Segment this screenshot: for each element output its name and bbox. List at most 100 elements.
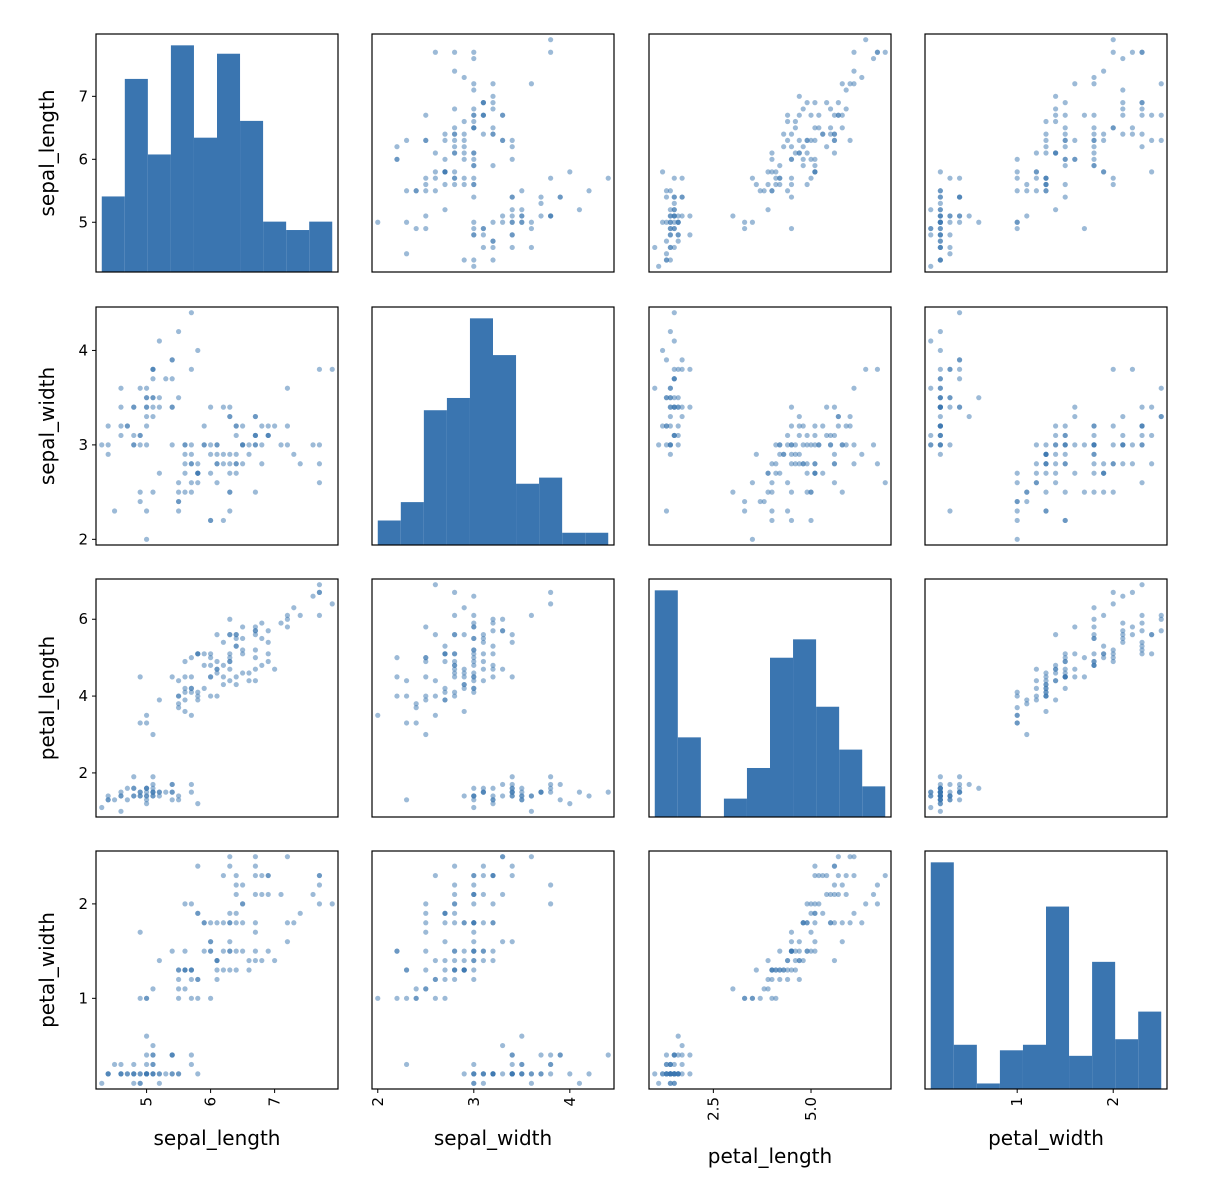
scatter-point [169,948,175,954]
scatter-point [423,674,429,680]
scatter-point [671,376,677,382]
scatter-point [1062,685,1068,691]
scatter-point [240,651,246,657]
scatter-point [461,793,467,799]
scatter-point [195,697,201,703]
scatter-point [812,872,818,879]
scatter-point [461,74,467,81]
scatter-point [131,774,137,780]
scatter-point [956,797,963,803]
scatter-point [519,1071,525,1077]
scatter-point [278,442,284,448]
scatter-point [310,442,316,448]
scatter-point [548,601,554,607]
scatter-point [947,232,953,238]
scatter-point [490,219,496,225]
scatter-point [227,489,233,495]
panel-petal_width-vs-petal_length [648,850,892,1090]
scatter-point [769,517,775,524]
panel-frame [924,578,1168,818]
scatter-point [252,891,259,898]
scatter-point [233,910,239,916]
scatter-point [937,225,943,232]
scatter-point [227,651,233,657]
scatter-point [143,995,150,1001]
scatter-point [233,681,239,688]
scatter-point [201,948,207,954]
scatter-point [663,219,670,225]
scatter-point [451,863,458,869]
scatter-point [1043,689,1049,695]
scatter-point [761,188,767,194]
scatter-point [143,508,150,514]
scatter-point [413,995,419,1001]
scatter-point [227,948,233,954]
scatter-point [742,508,748,514]
scatter-point [471,929,477,935]
scatter-point [451,891,458,898]
scatter-point [1062,144,1068,150]
scatter-point [788,929,795,935]
scatter-point [480,225,486,232]
scatter-point [824,432,830,439]
scatter-point [394,144,400,150]
x-tick-label: 5.0 [802,1097,820,1121]
scatter-point [777,967,783,973]
scatter-point [1101,643,1107,649]
scatter-point [394,995,400,1001]
scatter-point [928,385,934,391]
scatter-point [765,470,771,476]
scatter-point [451,49,458,55]
scatter-point [519,188,525,194]
scatter-point [471,655,477,661]
scatter-point [490,643,496,649]
scatter-point [976,785,982,791]
scatter-point [500,628,506,634]
scatter-point [1120,131,1126,137]
scatter-point [812,442,818,448]
scatter-point [792,150,798,156]
scatter-point [812,461,818,467]
scatter-point [659,219,666,225]
scatter-point [150,731,156,738]
scatter-point [137,789,143,795]
scatter-point [413,705,419,711]
y-tick-label: 4 [78,341,88,359]
scatter-point [792,967,798,973]
scatter-point [451,670,458,676]
scatter-point [1158,385,1164,391]
scatter-point [667,257,673,263]
scatter-point [820,131,826,137]
scatter-point [956,774,963,780]
histogram-bar [654,590,678,817]
scatter-point [461,920,467,926]
scatter-point [413,720,419,726]
scatter-point [480,1080,486,1086]
scatter-point [679,357,685,363]
scatter-point [870,891,877,898]
scatter-point [937,244,943,251]
scatter-point [874,882,881,888]
scatter-point [490,662,496,668]
scatter-point [284,612,291,619]
scatter-point [375,219,381,225]
scatter-point [471,112,477,118]
scatter-point [812,423,818,429]
scatter-point [432,693,438,699]
scatter-point [1033,188,1039,194]
scatter-point [265,423,271,429]
scatter-point [150,366,156,372]
scatter-point [976,395,982,401]
scatter-point [252,929,259,935]
scatter-point [1129,624,1136,630]
scatter-point [663,251,670,257]
scatter-point [442,920,448,926]
scatter-point [851,854,857,860]
scatter-point [765,181,771,188]
scatter-point [1101,131,1107,137]
scatter-point [937,801,943,807]
scatter-point [442,967,448,973]
scatter-point [769,156,775,162]
scatter-point [831,461,838,467]
scatter-point [509,939,515,945]
